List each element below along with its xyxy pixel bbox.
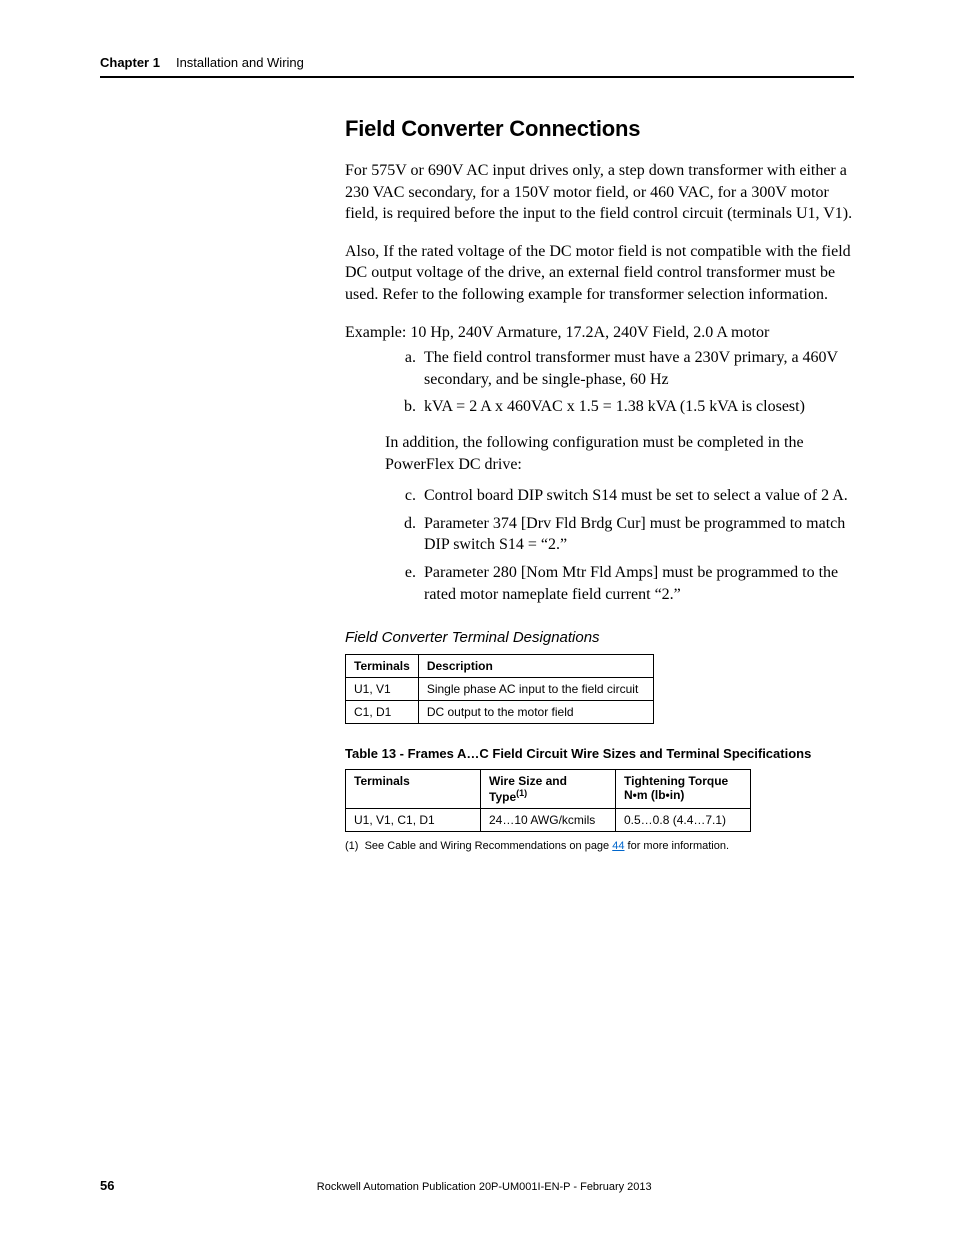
list-item: Parameter 374 [Drv Fld Brdg Cur] must be… xyxy=(420,513,855,556)
list-item: kVA = 2 A x 460VAC x 1.5 = 1.38 kVA (1.5… xyxy=(420,396,855,418)
table-cell: 0.5…0.8 (4.4…7.1) xyxy=(616,809,751,832)
example-list-ab: The field control transformer must have … xyxy=(345,347,855,418)
table-header: Wire Size and Type(1) xyxy=(481,770,616,809)
example-intro: Example: 10 Hp, 240V Armature, 17.2A, 24… xyxy=(345,322,855,344)
table1-title: Field Converter Terminal Designations xyxy=(345,629,855,646)
footnote-ref: (1) xyxy=(516,788,527,798)
table2-caption: Table 13 - Frames A…C Field Circuit Wire… xyxy=(345,746,855,761)
running-header: Chapter 1 Installation and Wiring xyxy=(100,55,854,78)
table-cell: C1, D1 xyxy=(346,701,419,724)
table-cell: U1, V1 xyxy=(346,678,419,701)
paragraph-indented: In addition, the following configuration… xyxy=(385,432,855,475)
table2-footnote: (1) See Cable and Wiring Recommendations… xyxy=(345,840,855,852)
footnote-text: for more information. xyxy=(624,840,729,852)
table-header: Terminals xyxy=(346,655,419,678)
table-header: Terminals xyxy=(346,770,481,809)
table-wire-sizes: Terminals Wire Size and Type(1) Tighteni… xyxy=(345,769,751,832)
chapter-label: Chapter 1 xyxy=(100,55,160,70)
section-heading: Field Converter Connections xyxy=(345,116,855,142)
example-list-cde: Control board DIP switch S14 must be set… xyxy=(345,485,855,605)
page-footer: 56 Rockwell Automation Publication 20P-U… xyxy=(100,1178,854,1193)
table-header: Tightening Torque N•m (lb•in) xyxy=(616,770,751,809)
list-item: Control board DIP switch S14 must be set… xyxy=(420,485,855,507)
page: Chapter 1 Installation and Wiring Field … xyxy=(0,0,954,1235)
chapter-title: Installation and Wiring xyxy=(176,55,304,70)
main-content: Field Converter Connections For 575V or … xyxy=(345,116,855,852)
list-item: The field control transformer must have … xyxy=(420,347,855,390)
footnote-text: See Cable and Wiring Recommendations on … xyxy=(365,840,613,852)
paragraph: For 575V or 690V AC input drives only, a… xyxy=(345,160,855,225)
table-header-text: Wire Size and Type xyxy=(489,774,567,804)
table-row: C1, D1 DC output to the motor field xyxy=(346,701,654,724)
table-cell: Single phase AC input to the field circu… xyxy=(418,678,653,701)
table-row: U1, V1 Single phase AC input to the fiel… xyxy=(346,678,654,701)
footnote-page-link[interactable]: 44 xyxy=(612,840,624,852)
paragraph: Also, If the rated voltage of the DC mot… xyxy=(345,241,855,306)
table-cell: U1, V1, C1, D1 xyxy=(346,809,481,832)
page-number: 56 xyxy=(100,1178,114,1193)
table-row: U1, V1, C1, D1 24…10 AWG/kcmils 0.5…0.8 … xyxy=(346,809,751,832)
list-item: Parameter 280 [Nom Mtr Fld Amps] must be… xyxy=(420,562,855,605)
table-cell: DC output to the motor field xyxy=(418,701,653,724)
table-header: Description xyxy=(418,655,653,678)
table-terminal-designations: Terminals Description U1, V1 Single phas… xyxy=(345,654,654,724)
table-cell: 24…10 AWG/kcmils xyxy=(481,809,616,832)
footnote-label: (1) xyxy=(345,840,358,852)
publication-id: Rockwell Automation Publication 20P-UM00… xyxy=(114,1181,854,1193)
